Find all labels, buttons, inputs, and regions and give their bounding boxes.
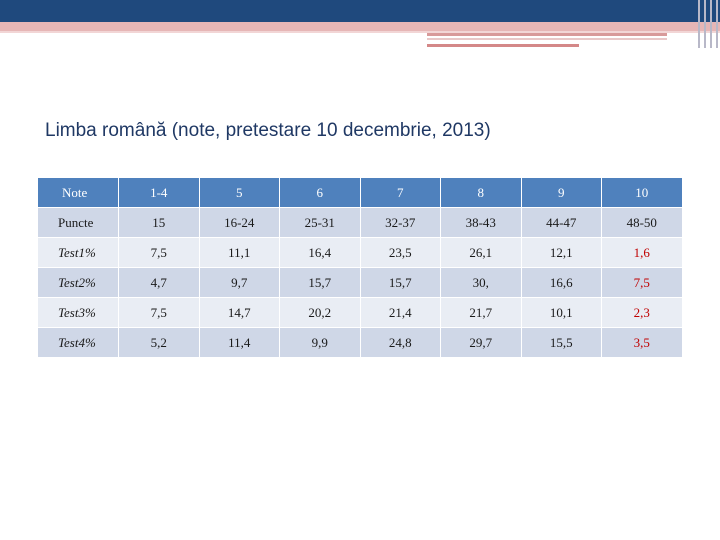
table-cell: 14,7: [198, 297, 280, 328]
table-cell: 38-43: [440, 207, 522, 238]
table-row: Puncte 15 16-24 25-31 32-37 38-43 44-47 …: [37, 207, 683, 238]
table-cell: 32-37: [359, 207, 441, 238]
row-label: Test4%: [37, 327, 119, 358]
header-label: Note: [37, 177, 119, 208]
header-band-navy: [0, 0, 720, 22]
table-cell: 12,1: [520, 237, 602, 268]
table-row: Test3% 7,5 14,7 20,2 21,4 21,7 10,1 2,3: [37, 297, 683, 328]
header-cell: 9: [520, 177, 602, 208]
decor-line: [427, 33, 667, 36]
table-header-row: Note 1-4 5 6 7 8 9 10: [37, 177, 683, 208]
table-cell-accent: 3,5: [601, 327, 683, 358]
table-cell: 48-50: [601, 207, 683, 238]
header-cell: 7: [359, 177, 441, 208]
header-cell: 10: [601, 177, 683, 208]
table-cell: 15,7: [359, 267, 441, 298]
table-cell: 29,7: [440, 327, 522, 358]
grades-table: Note 1-4 5 6 7 8 9 10 Puncte 15 16-24 25…: [37, 177, 683, 358]
table-cell: 20,2: [279, 297, 361, 328]
table-cell: 10,1: [520, 297, 602, 328]
header-cell: 6: [279, 177, 361, 208]
table-cell: 30,: [440, 267, 522, 298]
table-row: Test4% 5,2 11,4 9,9 24,8 29,7 15,5 3,5: [37, 327, 683, 358]
table-cell: 4,7: [118, 267, 200, 298]
table-cell: 16,6: [520, 267, 602, 298]
header-band-pink-thin: [0, 31, 720, 33]
table-cell: 23,5: [359, 237, 441, 268]
table-cell-accent: 7,5: [601, 267, 683, 298]
table-cell: 21,7: [440, 297, 522, 328]
header-cell: 8: [440, 177, 522, 208]
table-cell: 16,4: [279, 237, 361, 268]
table-row: Test2% 4,7 9,7 15,7 15,7 30, 16,6 7,5: [37, 267, 683, 298]
slide-title: Limba română (note, pretestare 10 decemb…: [45, 120, 491, 141]
table-cell: 9,7: [198, 267, 280, 298]
table-cell: 24,8: [359, 327, 441, 358]
decor-vertical-lines: [694, 0, 720, 48]
table-cell: 25-31: [279, 207, 361, 238]
table-cell: 5,2: [118, 327, 200, 358]
table-cell-accent: 2,3: [601, 297, 683, 328]
table-cell-accent: 1,6: [601, 237, 683, 268]
row-label: Test2%: [37, 267, 119, 298]
row-label: Test3%: [37, 297, 119, 328]
row-label: Puncte: [37, 207, 119, 238]
table-cell: 26,1: [440, 237, 522, 268]
table-cell: 16-24: [198, 207, 280, 238]
table-cell: 9,9: [279, 327, 361, 358]
table-cell: 11,1: [198, 237, 280, 268]
table-cell: 21,4: [359, 297, 441, 328]
table-cell: 11,4: [198, 327, 280, 358]
table-cell: 15,7: [279, 267, 361, 298]
decor-line: [427, 38, 667, 40]
table-cell: 44-47: [520, 207, 602, 238]
header-band-pink: [0, 22, 720, 31]
table-cell: 15: [118, 207, 200, 238]
table-cell: 7,5: [118, 237, 200, 268]
table-cell: 7,5: [118, 297, 200, 328]
table-row: Test1% 7,5 11,1 16,4 23,5 26,1 12,1 1,6: [37, 237, 683, 268]
table-cell: 15,5: [520, 327, 602, 358]
row-label: Test1%: [37, 237, 119, 268]
header-cell: 5: [198, 177, 280, 208]
header-cell: 1-4: [118, 177, 200, 208]
decor-line: [427, 44, 579, 47]
